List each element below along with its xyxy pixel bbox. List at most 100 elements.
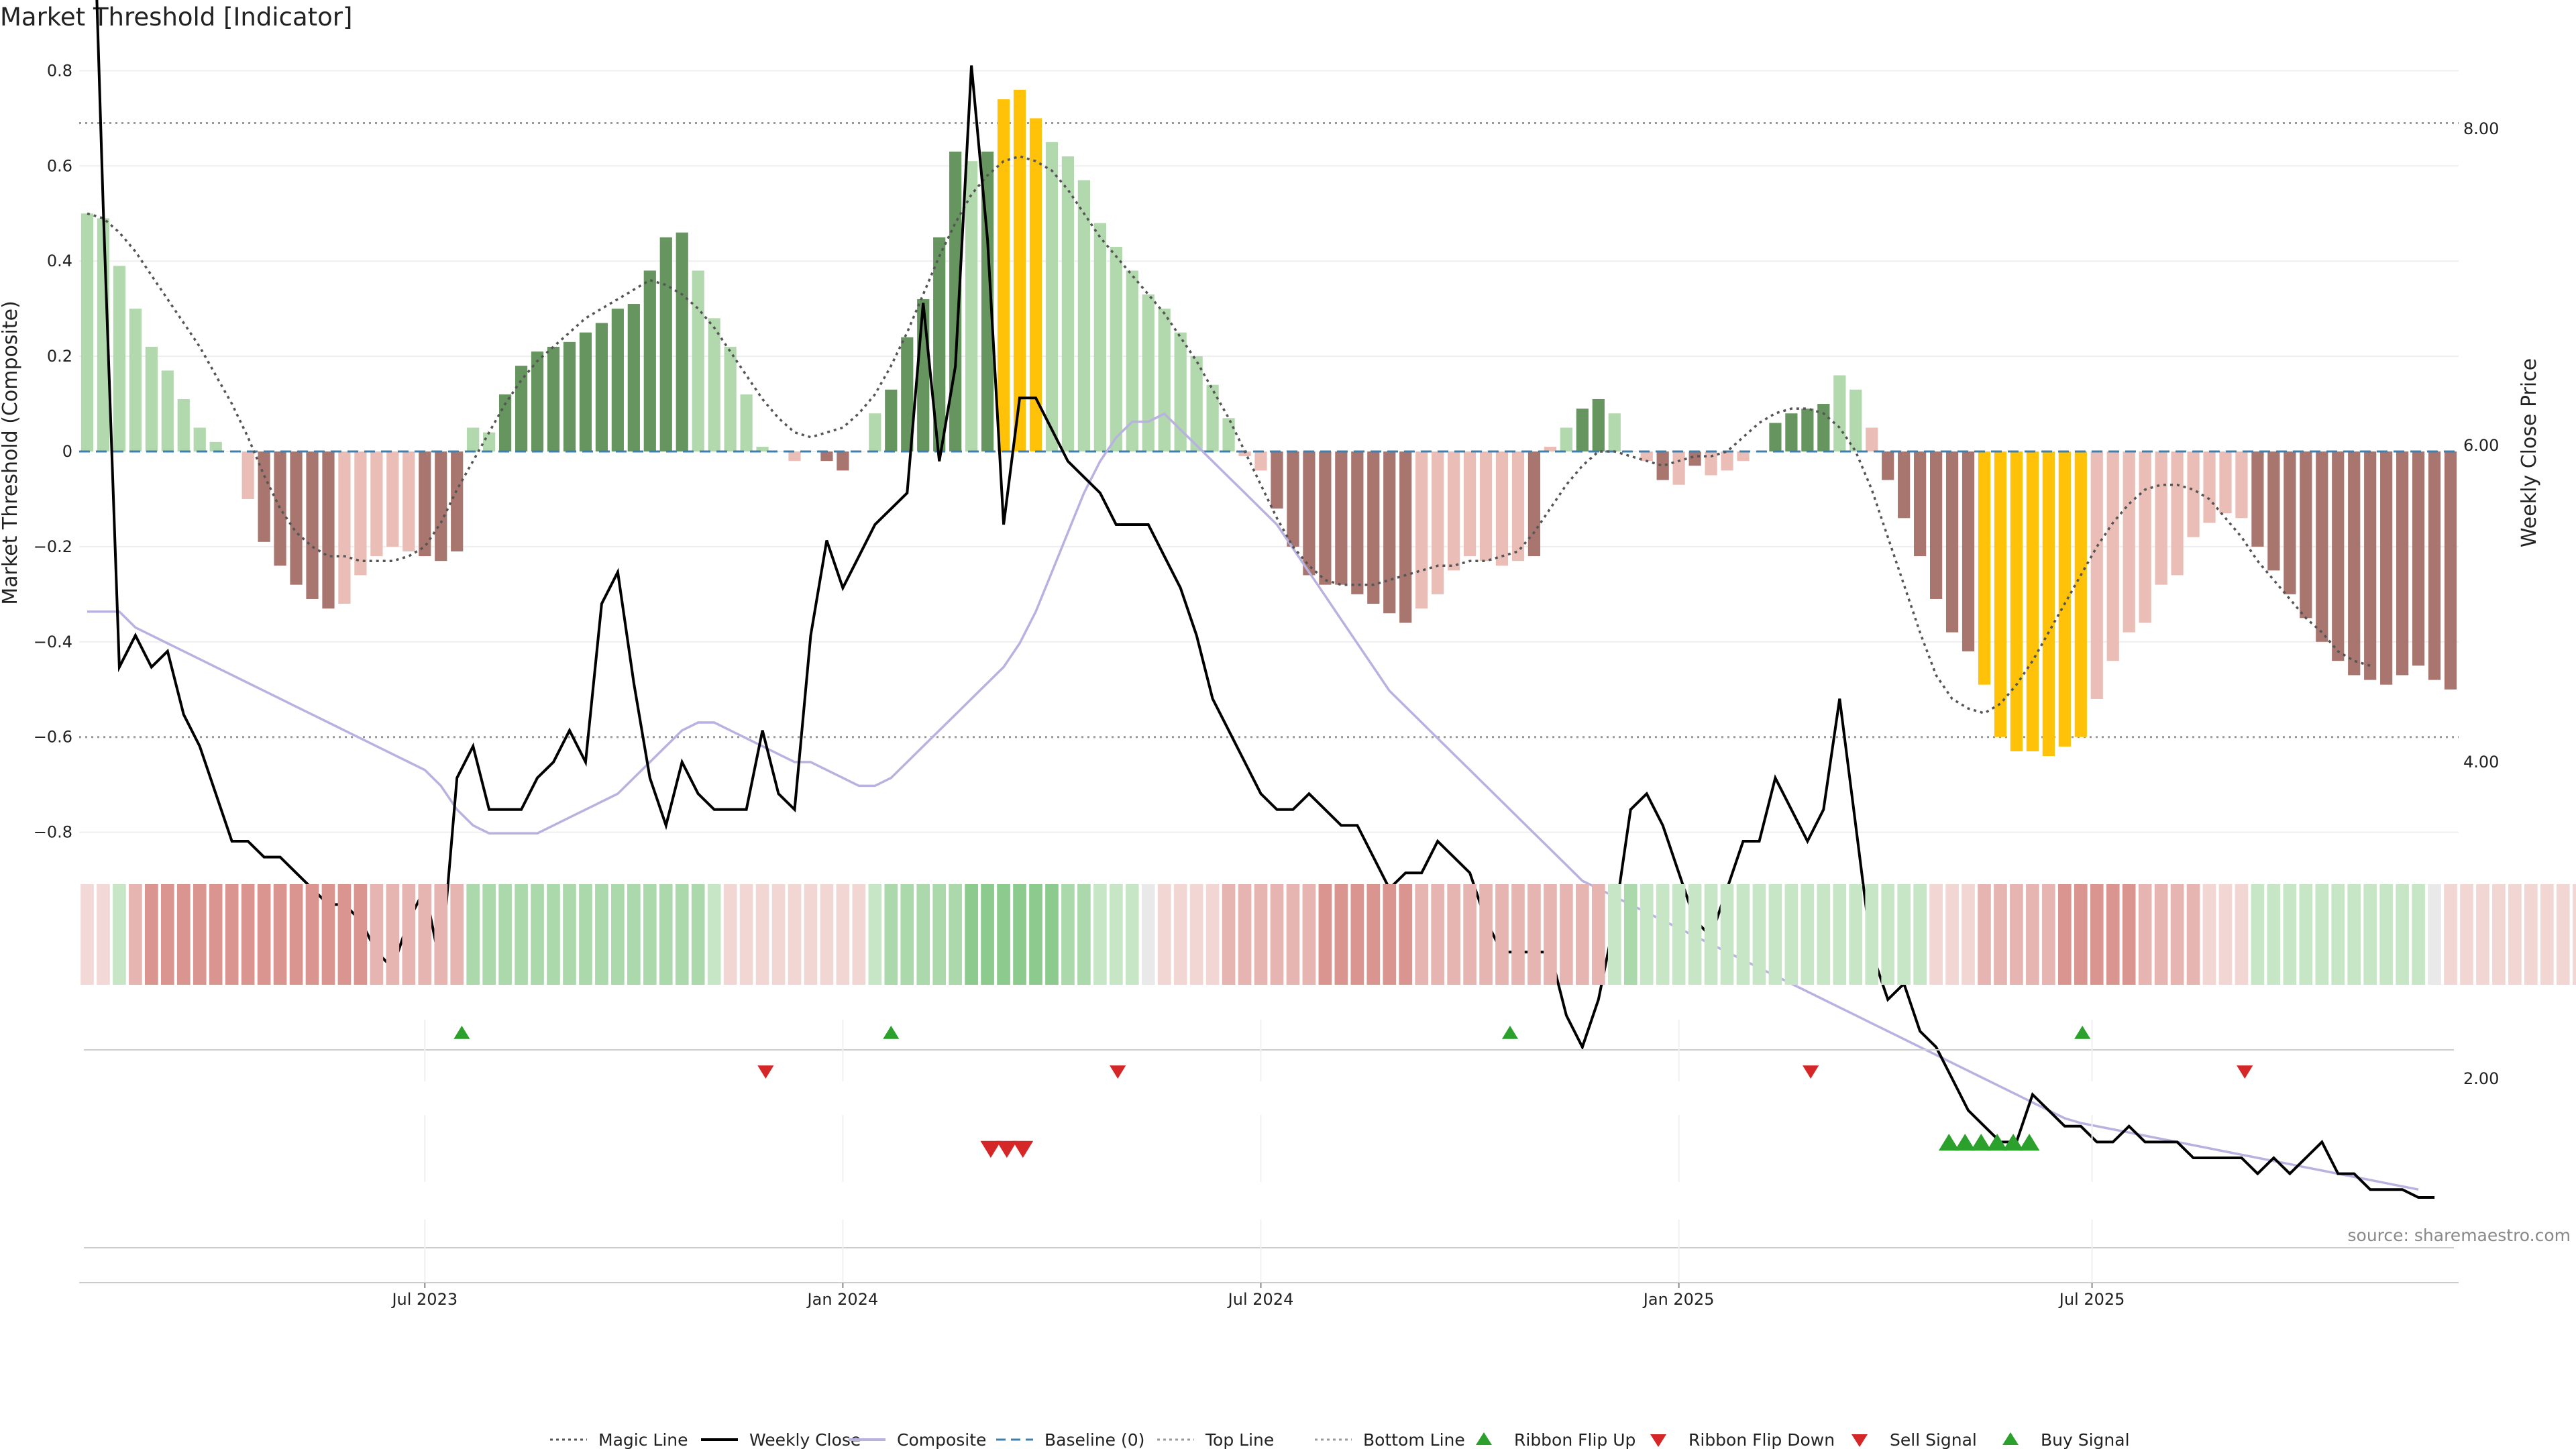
ribbon-cell xyxy=(1560,884,1573,985)
ribbon-cell xyxy=(129,884,142,985)
weekly-close-line xyxy=(95,0,2435,1199)
ribbon-cell xyxy=(2235,884,2249,985)
composite-bar xyxy=(2106,451,2119,661)
composite-bar xyxy=(2026,451,2039,751)
composite-bar xyxy=(209,441,222,451)
composite-bar xyxy=(997,99,1010,452)
composite-bar xyxy=(708,318,720,451)
source-label: source: sharemaestro.com xyxy=(2348,1226,2571,1245)
composite-bar xyxy=(1045,142,1059,451)
composite-bar xyxy=(1898,451,1911,519)
composite-bar xyxy=(1110,246,1122,451)
composite-bar xyxy=(419,451,431,557)
ribbon-cell xyxy=(434,884,448,985)
composite-bar xyxy=(290,451,303,585)
composite-bar xyxy=(1705,451,1717,476)
ribbon-cell xyxy=(1849,884,1863,985)
composite-bar xyxy=(1126,270,1138,451)
ribbon-cell xyxy=(2428,884,2441,985)
ribbon-cell xyxy=(1029,884,1042,985)
ribbon-cell xyxy=(1688,884,1702,985)
ribbon-cell xyxy=(193,884,207,985)
composite-bar xyxy=(1399,451,1412,623)
ribbon-cell xyxy=(1189,884,1203,985)
ribbon-cell xyxy=(1511,884,1525,985)
ribbon-cell xyxy=(2251,884,2265,985)
legend-label: Bottom Line xyxy=(1363,1430,1465,1449)
composite-bar xyxy=(965,161,978,451)
ribbon-cell xyxy=(691,884,705,985)
legend-item: Weekly Close xyxy=(701,1430,861,1449)
composite-bar xyxy=(1994,451,2007,737)
composite-bar xyxy=(2251,451,2264,547)
composite-bar xyxy=(1013,89,1026,451)
ribbon-cell xyxy=(916,884,930,985)
composite-bar xyxy=(1945,451,1959,633)
legend-item: Bottom Line xyxy=(1315,1430,1465,1449)
y-tick-label: 0.8 xyxy=(47,61,72,80)
ribbon-cell xyxy=(1222,884,1236,985)
ribbon-cell xyxy=(707,884,721,985)
composite-bar xyxy=(643,270,656,451)
ribbon-cell xyxy=(113,884,126,985)
composite-bar xyxy=(80,213,94,451)
ribbon-cell xyxy=(2460,884,2473,985)
composite-bar xyxy=(676,232,688,451)
legend-item: Composite xyxy=(849,1430,986,1449)
composite-bar xyxy=(2155,451,2167,585)
ribbon-cell xyxy=(160,884,174,985)
ribbon-cell xyxy=(2267,884,2281,985)
ribbon-cell xyxy=(1801,884,1815,985)
ribbon-cell xyxy=(2010,884,2023,985)
composite-bar xyxy=(1737,451,1750,462)
ribbon-cell xyxy=(1157,884,1171,985)
chart-lines xyxy=(79,0,2459,1199)
composite-bar xyxy=(2187,451,2200,537)
ribbon-cell xyxy=(1334,884,1348,985)
ribbon-cell xyxy=(1286,884,1300,985)
composite-bar xyxy=(1190,356,1203,451)
composite-bar xyxy=(1061,156,1075,452)
y-tick-label: −0.6 xyxy=(34,728,72,747)
ribbon-flip-up-marker xyxy=(883,1026,900,1039)
legend-item: Buy Signal xyxy=(2002,1430,2130,1449)
composite-bar xyxy=(1978,451,1991,685)
ribbon-cell xyxy=(2138,884,2152,985)
legend-label: Weekly Close xyxy=(749,1430,861,1449)
ribbon-cell xyxy=(1833,884,1847,985)
x-axis-ticks: Jul 2023 Jan 2024 Jul 2024 Jan 2025 Jul 2025 xyxy=(390,1283,2125,1309)
ribbon-cell xyxy=(2074,884,2088,985)
composite-bar xyxy=(1158,309,1171,451)
composite-bar xyxy=(354,451,367,576)
composite-bar xyxy=(933,237,946,451)
composite-bar xyxy=(1866,427,1878,451)
ribbon-cell xyxy=(2042,884,2055,985)
ribbon-cell xyxy=(1945,884,1959,985)
composite-bar xyxy=(1448,451,1460,571)
buy-signal-marker xyxy=(2002,1134,2024,1151)
composite-bar xyxy=(1319,451,1332,585)
ribbon-cell xyxy=(997,884,1010,985)
composite-bar xyxy=(161,370,174,451)
ribbon-cell xyxy=(1752,884,1766,985)
composite-bar xyxy=(2123,451,2135,633)
ribbon-cell xyxy=(337,884,352,985)
composite-bar xyxy=(1238,451,1251,457)
composite-bar xyxy=(1721,451,1733,471)
ribbon-cell xyxy=(1302,884,1316,985)
ribbon-cell xyxy=(2218,884,2233,985)
composite-bar xyxy=(2010,451,2023,751)
ribbon-cell xyxy=(659,884,673,985)
composite-bar xyxy=(2316,451,2328,642)
ribbon-cell xyxy=(1431,884,1444,985)
ribbon-cell xyxy=(836,884,850,985)
composite-bar xyxy=(2235,451,2248,519)
legend: Magic Line Weekly Close Composite Baseline … xyxy=(550,1430,2130,1449)
composite-bar xyxy=(1254,451,1267,471)
ribbon-cell xyxy=(2106,884,2120,985)
composite-bar xyxy=(547,346,560,451)
ribbon-cell xyxy=(2572,884,2576,985)
ribbon-cell xyxy=(176,884,191,985)
ribbon-cell xyxy=(1656,884,1670,985)
legend-swatch xyxy=(2002,1432,2019,1445)
